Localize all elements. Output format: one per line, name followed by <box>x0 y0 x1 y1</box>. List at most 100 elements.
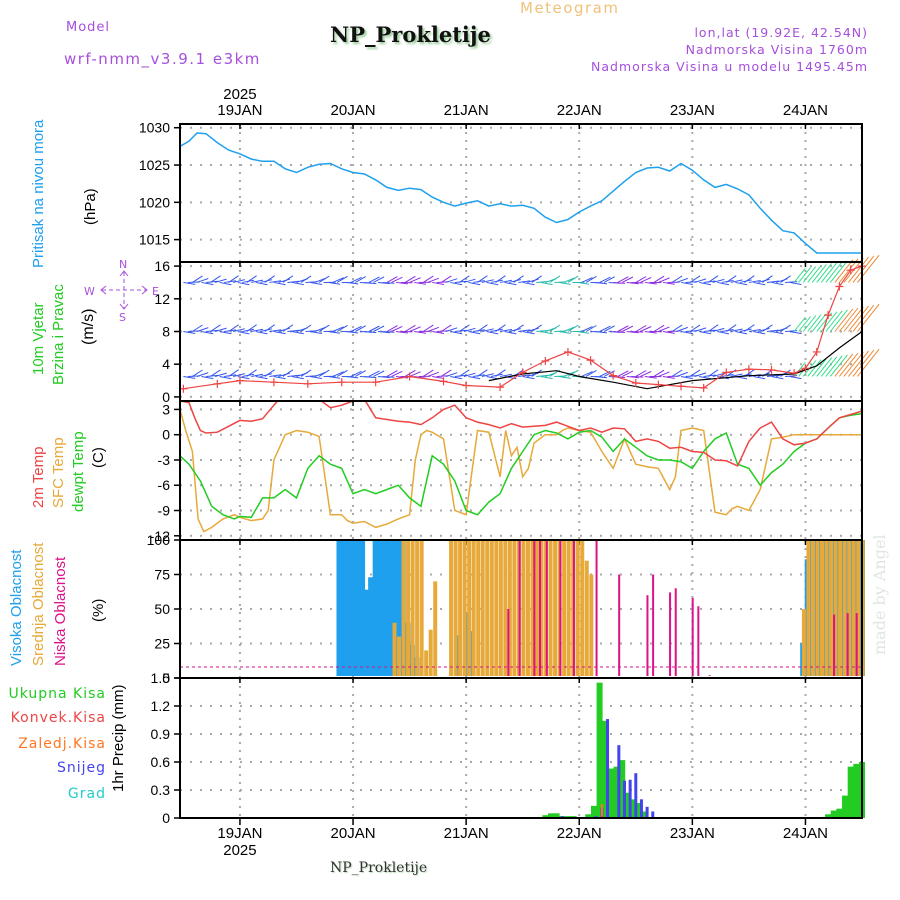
wind-barb <box>432 375 445 379</box>
wind-barb <box>518 374 531 377</box>
wind-barb <box>789 331 802 335</box>
wind-barb <box>689 369 701 377</box>
wind-barb <box>495 369 506 377</box>
mid-cloud-bar <box>566 540 571 676</box>
wind-barb <box>414 281 427 285</box>
top-date-label: 19JAN <box>217 102 262 119</box>
wind-speed-marker <box>439 377 448 386</box>
wind-barb <box>744 324 755 332</box>
wind-barb <box>459 369 470 377</box>
wind-barb <box>192 369 203 377</box>
wind-speed-marker <box>699 383 708 392</box>
y-tick-label: 0.3 <box>151 782 171 798</box>
wind-barb <box>581 326 593 332</box>
wind-barb <box>499 279 512 283</box>
wind-speed-marker <box>371 378 380 387</box>
wind-barb <box>689 275 701 283</box>
wind-speed-marker <box>213 379 222 388</box>
wind-barb <box>829 309 848 332</box>
mid-cloud-bar <box>458 540 463 676</box>
wind-barb <box>581 371 593 377</box>
wind-barb <box>595 375 608 379</box>
wind-barb <box>214 372 227 377</box>
wind-barb <box>228 275 239 283</box>
wind-barb <box>219 281 232 286</box>
wind-barb <box>495 275 506 283</box>
wind-barb <box>825 355 843 377</box>
mid-cloud-bar <box>829 540 834 676</box>
y-tick-label: 0 <box>162 389 170 405</box>
wind-barb <box>848 256 869 283</box>
wind-barb <box>386 370 398 377</box>
wind-barb <box>617 370 629 377</box>
wind-barb <box>422 369 434 377</box>
high-cloud-bar <box>345 540 352 676</box>
wind-barb <box>440 275 452 283</box>
mid-cloud-bar <box>512 540 517 676</box>
wind-barb <box>373 370 385 377</box>
mid-cloud-bar <box>485 540 490 676</box>
y-tick-label: 4 <box>162 356 170 372</box>
wind-barb <box>789 281 802 285</box>
wind-barb <box>540 375 553 380</box>
credit-text: made by Angel <box>870 534 889 655</box>
wind-speed-marker <box>767 365 776 374</box>
wind-barb <box>183 375 196 379</box>
model-elevation-text: Nadmorska Visina u modelu 1495.45m <box>591 59 868 74</box>
wind-barb <box>382 331 395 333</box>
wind-barb <box>300 324 312 332</box>
wind-barb <box>395 331 408 334</box>
total-precip-bar <box>630 799 637 818</box>
low-cloud-bar <box>691 597 694 676</box>
high-cloud-bar <box>336 540 343 676</box>
wind-barb <box>355 370 367 377</box>
wind-barb <box>282 275 294 283</box>
total-precip-bar <box>596 682 603 818</box>
wind-barb <box>432 281 445 285</box>
y-tick-label: 1020 <box>139 194 170 210</box>
wind-barb <box>364 281 377 285</box>
sfc-temp-line <box>180 409 862 533</box>
wind-barb <box>811 264 827 283</box>
mid-cloud-bar <box>507 540 512 676</box>
wind-barb <box>291 281 304 286</box>
wind-speed-marker <box>563 347 572 356</box>
wind-barb <box>183 331 196 334</box>
mid-cloud-bar <box>562 540 567 676</box>
mid-cloud-bar <box>521 540 526 676</box>
wind-barb <box>450 281 463 286</box>
wind-barb <box>658 371 670 377</box>
y-tick-label: 25 <box>154 636 170 652</box>
wind-barb <box>255 331 268 335</box>
mid-cloud-bar <box>810 540 815 676</box>
mid-cloud-bar <box>847 540 852 676</box>
total-precip-bar <box>636 803 643 818</box>
snow-bar <box>639 799 643 818</box>
wind-barb <box>671 369 683 377</box>
wind-barb <box>251 328 264 332</box>
wind-barb <box>753 375 766 380</box>
snow-bar <box>622 780 626 818</box>
wind-barb <box>662 281 675 285</box>
wind-barb <box>689 324 701 332</box>
total-precip-bar <box>607 768 614 818</box>
wind-barb <box>468 331 481 335</box>
wind-barb <box>595 281 608 285</box>
total-precip-bar <box>624 792 631 818</box>
wind-barb <box>694 278 707 283</box>
wind-barb <box>857 303 880 332</box>
wind-barb <box>699 375 711 380</box>
wind-barb <box>291 375 304 380</box>
wind-barb <box>459 324 470 332</box>
wind-barb <box>422 324 434 332</box>
wind-speed-line <box>183 265 863 390</box>
mid-cloud-bar <box>833 540 838 676</box>
wind-barb <box>210 324 221 332</box>
top-date-label: 23JAN <box>670 102 715 119</box>
top-date-label: 21JAN <box>444 102 489 119</box>
y-tick-label: -3 <box>158 452 171 468</box>
wind-barb <box>346 331 359 334</box>
wind-barb <box>328 375 341 379</box>
wind-barb <box>816 312 833 332</box>
